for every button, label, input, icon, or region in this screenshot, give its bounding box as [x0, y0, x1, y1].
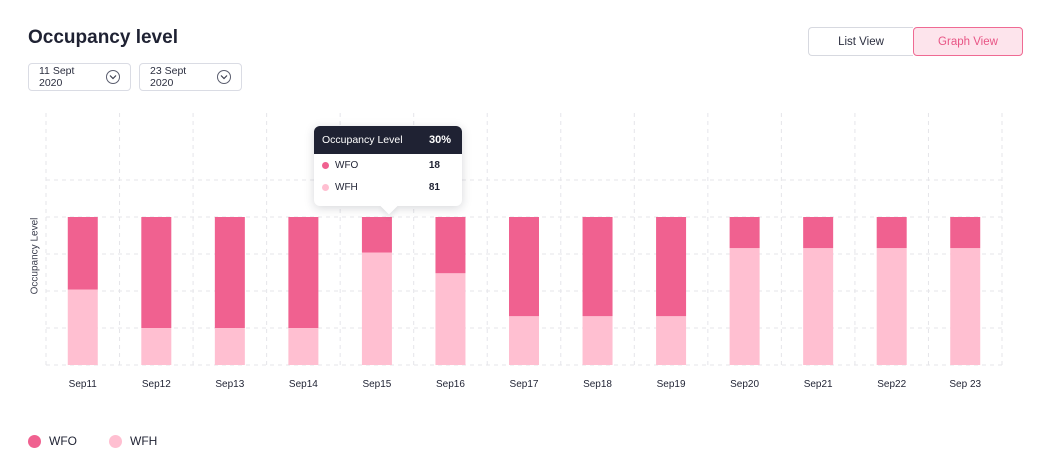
wfo-swatch-icon: [28, 434, 41, 448]
tooltip-value: 30%: [428, 134, 451, 146]
bar-wfo[interactable]: [141, 217, 172, 328]
bar-wfh[interactable]: [214, 328, 245, 365]
list-view-button[interactable]: List View: [808, 27, 913, 56]
view-toggle: List View Graph View: [808, 27, 1023, 56]
x-tick-label: Sep18: [583, 379, 612, 390]
tooltip-row-value: 81: [428, 181, 440, 193]
x-tick-label: Sep12: [142, 379, 171, 390]
chevron-down-icon: [217, 70, 231, 84]
x-tick-label: Sep13: [215, 379, 244, 390]
x-tick-label: Sep20: [730, 379, 759, 390]
bar-wfo[interactable]: [876, 217, 907, 249]
x-tick-label: Sep16: [436, 379, 465, 390]
x-tick-label: Sep21: [804, 379, 833, 390]
tooltip-row-label: WFH: [335, 181, 358, 193]
bar-wfh[interactable]: [656, 316, 687, 365]
bar-wfh[interactable]: [435, 273, 466, 365]
bar-wfo[interactable]: [509, 217, 539, 317]
bar-wfo[interactable]: [435, 217, 466, 274]
x-tick-label: Sep14: [289, 379, 318, 390]
wfh-swatch-icon: [109, 434, 122, 448]
bar-wfo[interactable]: [729, 217, 760, 249]
chart-legend: WFO WFH: [28, 434, 189, 448]
x-tick-label: Sep 23: [949, 379, 981, 390]
page-title: Occupancy level: [28, 27, 178, 48]
bar-wfo[interactable]: [803, 217, 834, 249]
bar-wfo[interactable]: [214, 217, 245, 328]
bar-wfh[interactable]: [950, 248, 981, 365]
end-date-picker[interactable]: 23 Sept 2020: [139, 63, 242, 91]
tooltip-header: Occupancy Level 30%: [314, 126, 462, 154]
graph-view-button[interactable]: Graph View: [913, 27, 1023, 56]
tooltip-row-value: 18: [428, 159, 440, 171]
bar-wfh[interactable]: [141, 328, 172, 365]
wfh-dot-icon: [322, 183, 329, 191]
x-tick-label: Sep19: [657, 379, 686, 390]
legend-label: WFO: [49, 434, 77, 448]
start-date-picker[interactable]: 11 Sept 2020: [28, 63, 131, 91]
bar-wfh[interactable]: [582, 316, 613, 365]
tooltip-row-label: WFO: [335, 159, 359, 171]
tooltip-row-wfh: WFH 81: [314, 176, 462, 198]
tooltip-row-wfo: WFO 18: [314, 154, 462, 176]
wfo-dot-icon: [322, 161, 329, 169]
legend-item-wfo[interactable]: WFO: [28, 434, 77, 448]
bar-wfh[interactable]: [509, 316, 539, 365]
bar-wfo[interactable]: [67, 217, 98, 290]
x-tick-label: Sep17: [510, 379, 539, 390]
chevron-down-icon: [106, 70, 120, 84]
bar-wfh[interactable]: [288, 328, 319, 365]
start-date-value: 11 Sept 2020: [39, 65, 75, 89]
occupancy-tooltip: Occupancy Level 30% WFO 18 WFH 81: [314, 126, 462, 215]
bar-wfo[interactable]: [656, 217, 687, 317]
bar-wfh[interactable]: [361, 252, 392, 365]
bar-wfh[interactable]: [803, 248, 834, 365]
bar-wfh[interactable]: [67, 289, 98, 365]
x-tick-label: Sep11: [69, 379, 98, 390]
end-date-value: 23 Sept 2020: [150, 65, 187, 89]
bar-wfo[interactable]: [361, 217, 392, 253]
bar-wfo[interactable]: [288, 217, 319, 328]
legend-label: WFH: [130, 434, 158, 448]
y-axis-label: Occupancy Level: [29, 217, 41, 295]
tooltip-title: Occupancy Level: [322, 134, 403, 146]
bar-wfh[interactable]: [729, 248, 760, 365]
legend-item-wfh[interactable]: WFH: [109, 434, 157, 448]
x-tick-label: Sep22: [877, 379, 906, 390]
x-tick-label: Sep15: [362, 379, 391, 390]
bar-wfh[interactable]: [876, 248, 907, 365]
bar-wfo[interactable]: [950, 217, 981, 249]
bar-wfo[interactable]: [582, 217, 613, 317]
